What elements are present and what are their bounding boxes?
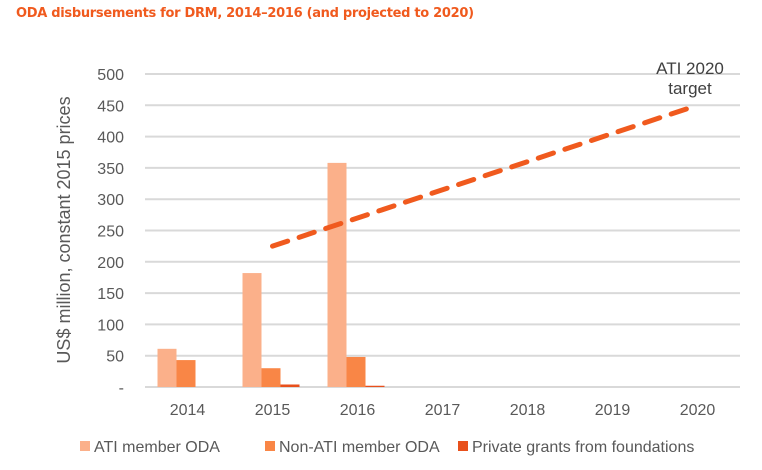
bar-0	[242, 273, 262, 387]
x-tick-label: 2015	[255, 402, 291, 419]
legend-label: Private grants from foundations	[472, 439, 694, 456]
x-tick-label: 2019	[595, 402, 631, 419]
target-line	[270, 102, 700, 249]
legend-label: Non-ATI member ODA	[279, 439, 440, 456]
y-tick-label: 150	[97, 286, 124, 303]
y-tick-label: 450	[97, 98, 124, 115]
y-axis-label: US$ million, constant 2015 prices	[54, 96, 74, 363]
y-tick-label: 350	[97, 161, 124, 178]
y-tick-label: 50	[106, 349, 124, 366]
y-tick-label: -	[119, 380, 124, 397]
x-tick-label: 2016	[340, 402, 376, 419]
y-tick-label: 100	[97, 317, 124, 334]
bar-1	[261, 368, 281, 387]
y-tick-label: 400	[97, 130, 124, 147]
y-tick-label: 500	[97, 67, 124, 84]
legend-swatch	[265, 441, 275, 451]
x-tick-label: 2018	[510, 402, 546, 419]
bar-2	[280, 384, 300, 387]
bar-0	[327, 162, 347, 387]
bar-1	[346, 356, 366, 387]
x-tick-label: 2017	[425, 402, 461, 419]
x-tick-label: 2020	[680, 402, 716, 419]
target-annotation: ATI 2020	[656, 59, 724, 78]
legend-label: ATI member ODA	[94, 439, 220, 456]
legend-swatch	[458, 441, 468, 451]
chart-title: ODA disbursements for DRM, 2014–2016 (an…	[16, 6, 474, 21]
bar-1	[176, 360, 196, 387]
y-tick-label: 250	[97, 224, 124, 241]
x-tick-label: 2014	[170, 402, 206, 419]
y-tick-label: 200	[97, 255, 124, 272]
bar-2	[365, 385, 385, 387]
target-annotation: target	[668, 79, 712, 98]
y-tick-label: 300	[97, 192, 124, 209]
legend-swatch	[80, 441, 90, 451]
bar-0	[157, 348, 177, 387]
